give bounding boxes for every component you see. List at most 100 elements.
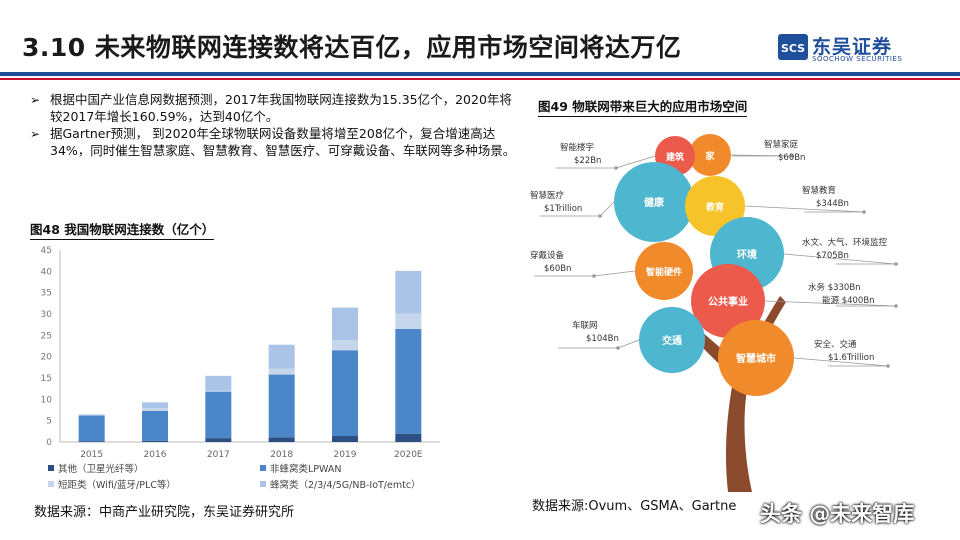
bar-segment bbox=[78, 414, 105, 416]
bar-segment bbox=[268, 374, 295, 438]
bullet-arrow-icon: ➢ bbox=[30, 93, 41, 107]
y-tick-label: 30 bbox=[41, 310, 53, 320]
application-label: 智慧家庭 bbox=[764, 139, 799, 150]
y-tick-label: 10 bbox=[41, 395, 53, 405]
category-label: 智慧城市 bbox=[736, 352, 776, 365]
bar-segment bbox=[78, 441, 105, 442]
leader-line bbox=[615, 155, 656, 169]
watermark: 头条 @未来智库 bbox=[760, 502, 915, 526]
x-tick-label: 2019 bbox=[334, 450, 357, 460]
leader-dot bbox=[790, 154, 794, 158]
page-title: 3.10 未来物联网连接数将达百亿，应用市场空间将达万亿 bbox=[22, 33, 682, 62]
legend-label: 短距类（Wifi/蓝牙/PLC等） bbox=[58, 479, 176, 491]
market-value: $1Trillion bbox=[544, 204, 582, 214]
leader-line bbox=[744, 205, 865, 213]
market-value: $22Bn bbox=[574, 156, 601, 166]
market-value: $1.6Trillion bbox=[828, 353, 874, 363]
logo-mark-icon: SCS bbox=[778, 34, 808, 60]
bar-segment bbox=[332, 340, 358, 351]
bar-segment bbox=[142, 440, 168, 442]
legend-swatch bbox=[260, 481, 266, 487]
leader-line bbox=[617, 339, 640, 349]
bar-segment bbox=[332, 436, 358, 442]
leader-line bbox=[593, 270, 636, 277]
bullet-item: ➢ 根据中国产业信息网数据预测，2017年我国物联网连接数为15.35亿个，20… bbox=[30, 92, 520, 125]
company-logo: SCS 东吴证券 SOOCHOW SECURITIES bbox=[778, 32, 928, 66]
category-label: 健康 bbox=[644, 196, 665, 209]
legend-label: 非蜂窝类LPWAN bbox=[270, 463, 342, 475]
bar-segment bbox=[205, 391, 232, 439]
leader-line bbox=[793, 357, 889, 367]
category-label: 家 bbox=[705, 150, 715, 162]
category-circle bbox=[718, 320, 794, 396]
logo-name: 东吴证券 bbox=[812, 36, 893, 58]
connections-bar-chart: 0 5 10 15 20 25 30 35 40 45 2015 2016 2017 2018 2019 20… bbox=[41, 246, 440, 491]
y-tick-label: 15 bbox=[41, 374, 52, 384]
bar-segment bbox=[142, 402, 168, 409]
category-circle bbox=[635, 242, 693, 300]
bar-segment bbox=[395, 328, 422, 434]
application-label: 车联网 bbox=[572, 320, 598, 331]
legend-swatch bbox=[48, 481, 54, 487]
left-figure-title: 图48 我国物联网连接数（亿个） bbox=[30, 219, 215, 240]
leader-dot bbox=[614, 166, 618, 170]
category-label: 交通 bbox=[662, 334, 682, 347]
bar-segment bbox=[205, 375, 232, 391]
leader-dot bbox=[592, 274, 596, 278]
category-label: 建筑 bbox=[666, 151, 684, 163]
bullet-list: ➢ 根据中国产业信息网数据预测，2017年我国物联网连接数为15.35亿个，20… bbox=[30, 92, 520, 160]
leader-line bbox=[783, 253, 897, 265]
category-label: 环境 bbox=[737, 248, 757, 261]
application-label: 水务 $330Bn bbox=[808, 282, 861, 293]
application-label: 水文、大气、环境监控 bbox=[802, 237, 888, 248]
y-tick-label: 45 bbox=[41, 246, 52, 256]
bar-segment bbox=[268, 437, 295, 442]
bar-segment bbox=[142, 408, 168, 411]
bar-segment bbox=[205, 390, 232, 392]
market-value: 能源 $400Bn bbox=[822, 295, 875, 306]
y-tick-label: 40 bbox=[41, 267, 53, 277]
market-value: $344Bn bbox=[816, 199, 849, 209]
x-tick-label: 2018 bbox=[270, 450, 293, 460]
bullet-text: 根据中国产业信息网数据预测，2017年我国物联网连接数为15.35亿个，2020… bbox=[50, 92, 512, 124]
application-label: 智慧教育 bbox=[802, 185, 836, 196]
category-label: 教育 bbox=[705, 201, 724, 213]
leader-dot bbox=[894, 304, 898, 308]
y-tick-label: 0 bbox=[46, 438, 52, 448]
leader-dot bbox=[616, 346, 620, 350]
market-value: $60Bn bbox=[544, 264, 571, 274]
bar-segment bbox=[268, 344, 295, 369]
y-tick-label: 20 bbox=[41, 353, 53, 363]
category-label: 智能硬件 bbox=[646, 266, 682, 278]
x-tick-label: 2017 bbox=[207, 450, 230, 460]
bar-segment bbox=[395, 270, 422, 314]
bar-segment bbox=[332, 307, 358, 341]
bar-segment bbox=[268, 368, 295, 375]
category-label: 公共事业 bbox=[708, 295, 748, 308]
legend-swatch bbox=[48, 465, 54, 471]
left-figure-source: 数据来源：中商产业研究院，东吴证券研究所 bbox=[34, 505, 295, 520]
application-label: 智慧医疗 bbox=[530, 190, 565, 201]
bar-segment bbox=[395, 433, 422, 442]
header-rule-blue bbox=[0, 72, 960, 76]
category-circle bbox=[614, 162, 694, 242]
application-label: 智能楼宇 bbox=[560, 142, 594, 153]
logo-english: SOOCHOW SECURITIES bbox=[812, 55, 903, 63]
legend-label: 蜂窝类（2/3/4/5G/NB-IoT/emtc） bbox=[270, 479, 421, 491]
bar-segment bbox=[142, 410, 168, 441]
bullet-arrow-icon: ➢ bbox=[30, 127, 41, 141]
leader-line bbox=[599, 201, 615, 217]
y-tick-label: 35 bbox=[41, 289, 52, 299]
leader-line bbox=[764, 300, 897, 307]
category-circle bbox=[689, 134, 731, 176]
bar-segment bbox=[332, 350, 358, 437]
legend-swatch bbox=[260, 465, 266, 471]
bar-segment bbox=[205, 438, 232, 442]
market-value: $104Bn bbox=[586, 334, 619, 344]
legend-label: 其他（卫星光纤等） bbox=[58, 463, 144, 475]
bar-segment bbox=[395, 313, 422, 329]
leader-dot bbox=[886, 364, 890, 368]
x-tick-label: 2015 bbox=[80, 450, 103, 460]
y-tick-label: 25 bbox=[41, 331, 52, 341]
